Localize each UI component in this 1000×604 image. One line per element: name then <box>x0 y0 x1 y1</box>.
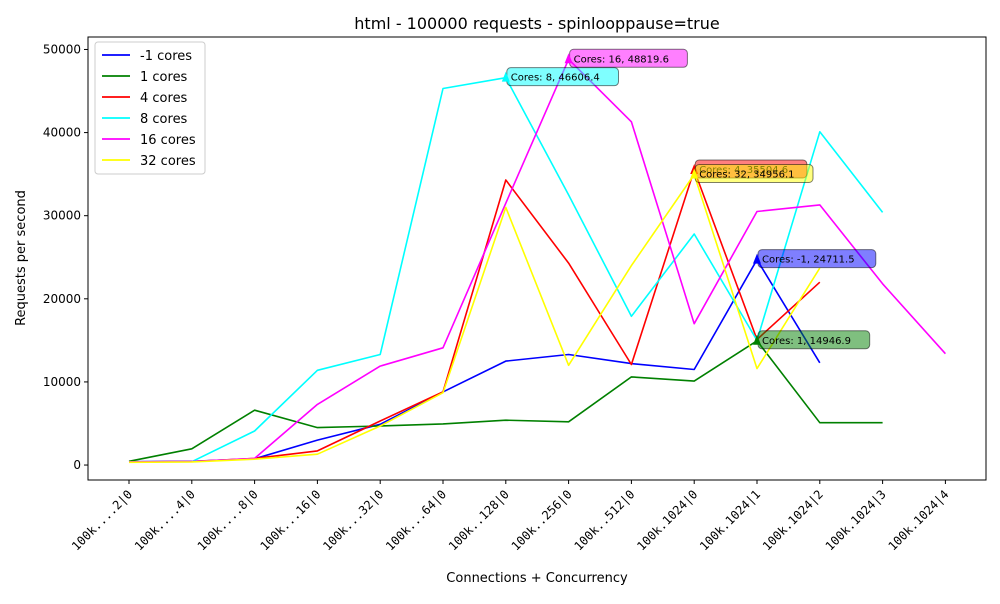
y-tick-label: 30000 <box>43 209 81 223</box>
y-axis-label: Requests per second <box>14 190 29 326</box>
series-line-0 <box>128 258 821 463</box>
plot-frame <box>87 36 987 481</box>
x-tick-label: 100k.1024|0 <box>634 487 700 553</box>
annotation: Cores: -1, 24711.5 <box>753 249 877 269</box>
annotation-arrow <box>690 168 699 179</box>
annotation-label: Cores: 1, 14946.9 <box>762 336 851 347</box>
x-tick-label: 100k....4|0 <box>132 487 198 553</box>
legend-label: 4 cores <box>140 91 188 106</box>
annotation: Cores: 32, 34956.1 <box>690 164 814 184</box>
annotation-arrow <box>564 53 573 64</box>
x-tick-label: 100k..256|0 <box>509 487 575 553</box>
annotation-label: Cores: 8, 46606.4 <box>511 73 600 84</box>
chart-title: html - 100000 requests - spinlooppause=t… <box>354 14 719 33</box>
series-line-5 <box>128 173 821 464</box>
x-tick-label: 100k.1024|2 <box>760 487 826 553</box>
x-tick-label: 100k.1024|4 <box>885 487 951 553</box>
annotation-arrow <box>753 334 761 345</box>
series-line-2 <box>128 169 821 463</box>
y-tick-label: 50000 <box>43 42 81 56</box>
x-axis-label: Connections + Concurrency <box>446 571 628 586</box>
y-axis: 0 10000 20000 30000 40000 50000 <box>43 42 88 472</box>
y-tick-label: 40000 <box>43 126 81 140</box>
annotation-label: Cores: -1, 24711.5 <box>762 255 855 266</box>
x-tick-label: 100k..512|0 <box>571 487 637 553</box>
annotation-label: Cores: 32, 34956.1 <box>699 170 794 181</box>
x-tick-label: 100k...64|0 <box>383 487 449 553</box>
series-line-3 <box>128 76 884 463</box>
annotation-arrow <box>501 71 510 82</box>
x-tick-label: 100k.1024|3 <box>823 487 889 553</box>
legend: -1 cores 1 cores 4 cores 8 cores 16 cores 32 … <box>94 41 206 175</box>
x-tick-label: 100k....8|0 <box>195 487 261 553</box>
annotation-arrow <box>753 253 761 264</box>
x-tick-label: 100k...32|0 <box>320 487 386 553</box>
legend-label: 1 cores <box>140 70 188 85</box>
x-tick-label: 100k.1024|1 <box>697 487 763 553</box>
y-tick-label: 10000 <box>43 375 81 389</box>
legend-label: 16 cores <box>140 133 196 148</box>
x-tick-label: 100k...16|0 <box>257 487 323 553</box>
y-tick-label: 20000 <box>43 292 81 306</box>
x-axis: 100k....2|0100k....4|0100k....8|0100k...… <box>69 480 952 553</box>
series-line-4 <box>128 58 946 463</box>
annotation-label: Cores: 16, 48819.6 <box>574 54 669 65</box>
annotation: Cores: 1, 14946.9 <box>753 330 871 350</box>
legend-label: -1 cores <box>140 49 192 64</box>
series-line-1 <box>128 340 883 463</box>
annotation-layer: Cores: 16, 48819.6 Cores: 8, 46606.4 Cores… <box>501 48 877 350</box>
legend-box <box>94 41 206 175</box>
legend-label: 32 cores <box>140 154 196 169</box>
y-tick-label: 0 <box>73 458 81 472</box>
x-tick-label: 100k..128|0 <box>446 487 512 553</box>
annotation: Cores: 8, 46606.4 <box>501 67 619 87</box>
legend-label: 8 cores <box>140 112 188 127</box>
x-tick-label: 100k....2|0 <box>69 487 135 553</box>
annotation: Cores: 16, 48819.6 <box>564 48 688 68</box>
